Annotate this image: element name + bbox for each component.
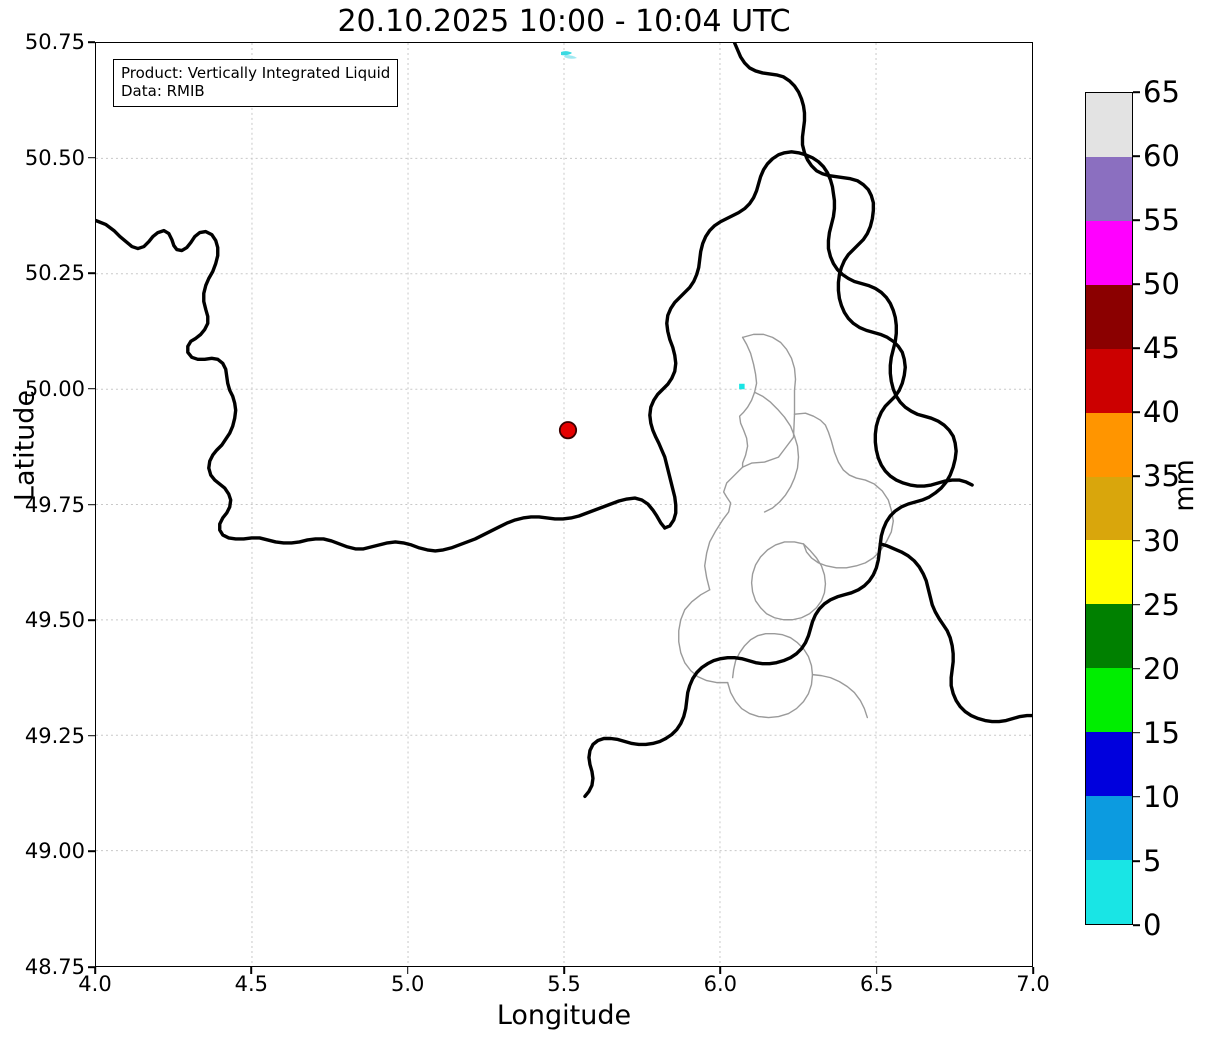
colorbar-band (1086, 796, 1132, 861)
x-tick-mark (719, 967, 722, 974)
x-axis-tickmarks (94, 967, 1034, 974)
y-tick-label: 49.25 (24, 723, 85, 748)
colorbar-tick-label: 10 (1143, 779, 1180, 814)
colorbar-tick-mark (1133, 860, 1140, 862)
x-tick-mark (563, 967, 565, 974)
colorbar-band (1086, 156, 1132, 221)
colorbar[interactable] (1085, 92, 1133, 925)
colorbar-tick-mark (1133, 603, 1140, 606)
y-tick-mark (88, 503, 95, 506)
colorbar-tick-label: 15 (1143, 715, 1180, 750)
colorbar-band (1086, 860, 1132, 924)
y-tick-mark (88, 41, 95, 43)
y-tick-label: 50.75 (24, 30, 85, 54)
x-tick-mark (250, 967, 253, 974)
x-tick-label: 4.0 (78, 972, 112, 996)
belgium-germany-border (732, 43, 974, 488)
x-tick-mark (94, 967, 96, 974)
x-tick-label: 4.5 (234, 972, 269, 996)
annotation-product: Product: Vertically Integrated Liquid (121, 64, 391, 82)
map-plot-area[interactable]: Product: Vertically Integrated Liquid Da… (95, 42, 1033, 967)
colorbar-tick-mark (1133, 796, 1140, 798)
x-tick-mark (1032, 967, 1034, 974)
y-axis-ticklabels: 48.75 49.00 49.25 49.50 49.75 50.00 50.25 50.50… (0, 30, 85, 979)
y-tick-mark (88, 388, 95, 390)
colorbar-tick-mark (1133, 283, 1140, 286)
colorbar-tick-mark (1133, 347, 1140, 350)
colorbar-band (1086, 348, 1132, 413)
y-tick-mark (88, 156, 95, 159)
colorbar-unit-label: mm (1168, 459, 1200, 512)
colorbar-band (1086, 604, 1132, 669)
gridlines (96, 43, 1032, 966)
colorbar-tick-label: 25 (1143, 587, 1180, 622)
france-germany-border (878, 542, 1032, 724)
colorbar-tick-label: 60 (1143, 139, 1180, 174)
colorbar-ticklabels: 0 5 10 15 20 25 30 35 40 45 50 55 60 65 (1133, 75, 1213, 942)
colorbar-band (1086, 668, 1132, 733)
colorbar-tick-mark (1133, 155, 1140, 157)
x-tick-label: 7.0 (1016, 972, 1050, 996)
y-tick-label: 50.00 (24, 376, 85, 401)
colorbar-band (1086, 476, 1132, 541)
colorbar-tick-mark (1133, 219, 1140, 221)
colorbar-band (1086, 220, 1132, 285)
x-tick-mark (406, 967, 409, 974)
y-axis-title: Latitude (9, 389, 41, 502)
colorbar-tick-label: 30 (1143, 523, 1180, 558)
colorbar-tick-label: 40 (1143, 395, 1180, 430)
colorbar-tick-mark (1133, 924, 1140, 926)
x-axis-title: Longitude (496, 1000, 632, 1031)
colorbar-tick-label: 5 (1143, 843, 1162, 878)
x-tick-mark (875, 967, 878, 974)
colorbar-tick-label: 55 (1143, 203, 1180, 238)
colorbar-tick-label: 35 (1143, 459, 1180, 494)
radar-echo-cells (561, 51, 745, 390)
annotation-box: Product: Vertically Integrated Liquid Da… (113, 59, 399, 107)
y-tick-mark (88, 850, 95, 853)
x-tick-label: 5.5 (547, 972, 581, 996)
colorbar-tick-label: 20 (1143, 651, 1180, 686)
colorbar-tick-label: 65 (1143, 75, 1180, 109)
colorbar-tick-mark (1133, 731, 1140, 734)
colorbar-tick-mark (1133, 411, 1140, 414)
colorbar-tick-mark (1133, 91, 1140, 93)
y-tick-mark (88, 619, 95, 621)
colorbar-band (1086, 732, 1132, 797)
map-overlay-svg (96, 43, 1032, 966)
y-tick-mark (88, 966, 95, 968)
colorbar-tick-mark (1133, 667, 1140, 670)
colorbar-tick-label: 50 (1143, 267, 1180, 302)
x-tick-label: 6.5 (859, 972, 894, 996)
x-tick-label: 6.0 (703, 972, 738, 996)
y-tick-label: 49.75 (24, 492, 85, 517)
annotation-data: Data: RMIB (121, 82, 205, 101)
y-tick-mark (88, 272, 95, 275)
y-tick-label: 50.25 (24, 261, 85, 286)
y-tick-label: 50.50 (24, 145, 85, 170)
colorbar-band (1086, 284, 1132, 349)
y-tick-mark (88, 734, 95, 737)
y-tick-label: 49.50 (24, 608, 85, 633)
luxembourg-canton-borders (678, 333, 894, 719)
chart-title: 20.10.2025 10:00 - 10:04 UTC (337, 4, 791, 39)
colorbar-band (1086, 93, 1132, 157)
colorbar-band (1086, 412, 1132, 477)
colorbar-tick-label: 45 (1143, 331, 1180, 366)
country-borders (96, 150, 958, 799)
colorbar-tick-label: 0 (1143, 908, 1162, 942)
radar-site-marker[interactable] (558, 421, 578, 440)
y-tick-label: 48.75 (24, 955, 85, 979)
colorbar-band (1086, 540, 1132, 605)
colorbar-tick-mark (1133, 539, 1140, 542)
y-axis-tickmarks (88, 41, 95, 968)
y-tick-label: 49.00 (24, 839, 85, 864)
colorbar-tick-mark (1133, 475, 1140, 478)
x-tick-label: 5.0 (390, 972, 425, 996)
x-axis-ticklabels: 4.0 4.5 5.0 5.5 6.0 6.5 7.0 (78, 972, 1049, 1002)
